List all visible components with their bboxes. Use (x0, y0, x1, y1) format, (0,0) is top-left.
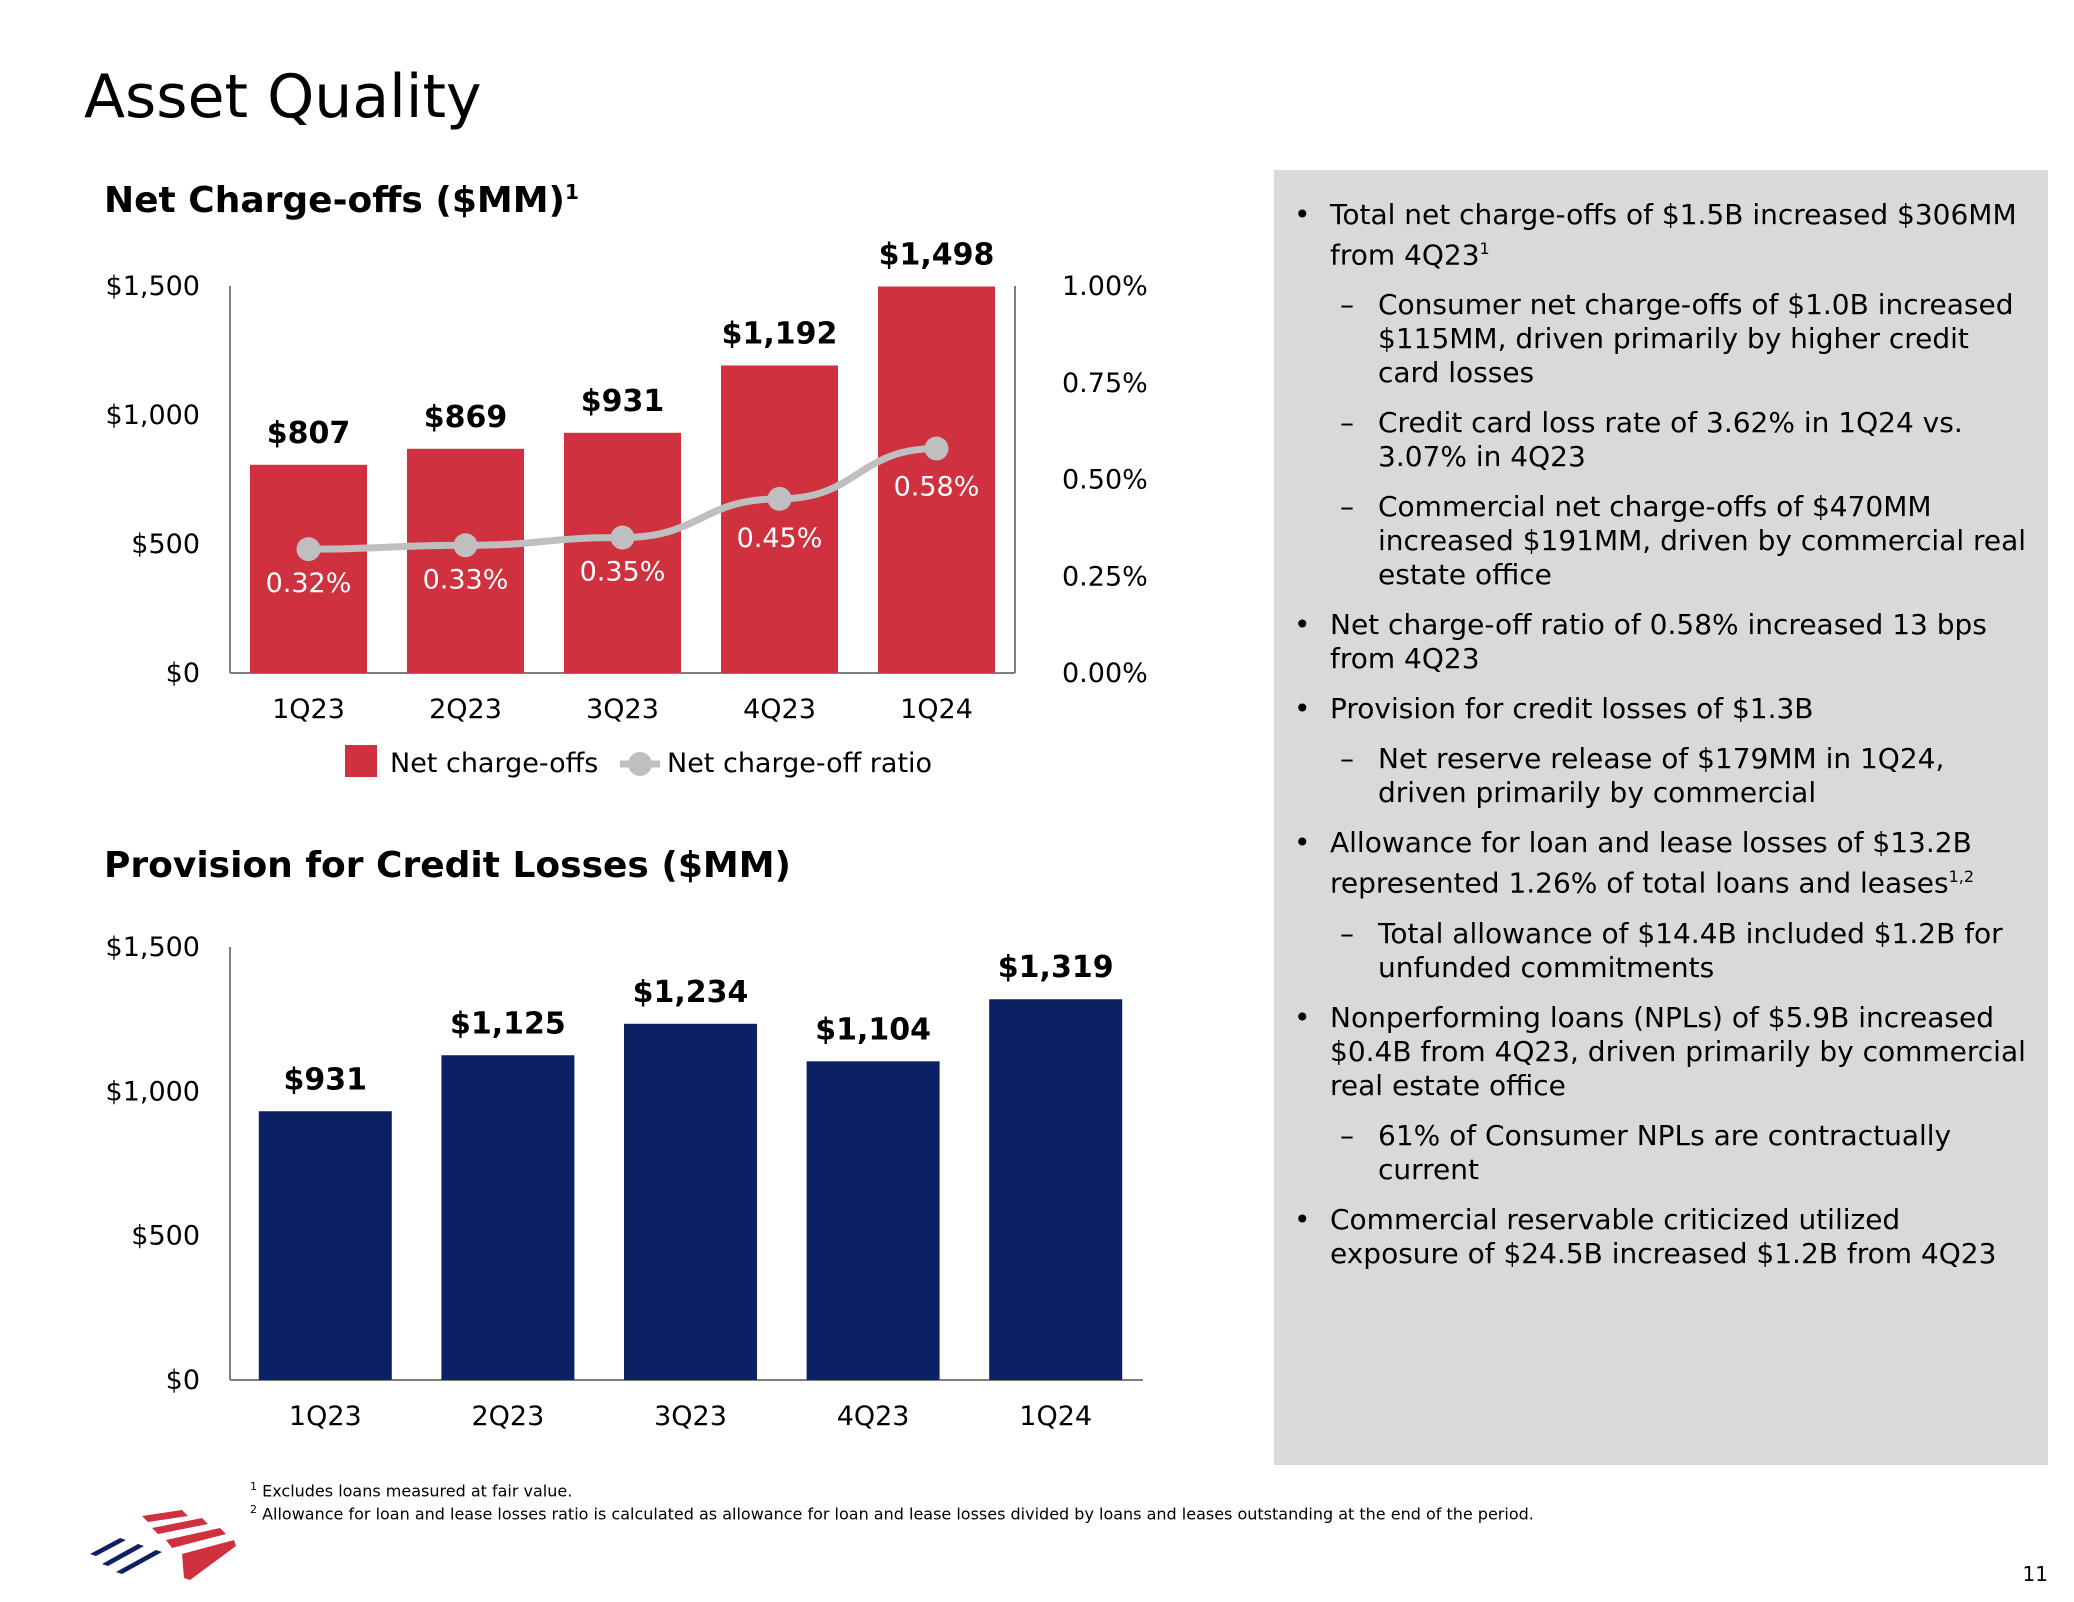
bullet-text: Total net charge-offs of $1.5B increased… (1330, 198, 2017, 272)
bar-value-label: $1,319 (998, 950, 1114, 985)
bar-value-label: $869 (424, 400, 508, 435)
ratio-point (453, 533, 478, 558)
bar-value-label: $1,125 (450, 1006, 566, 1041)
bar-provision (624, 1023, 757, 1380)
y-left-tick-label: $0 (166, 1365, 200, 1396)
commentary-bullet: Nonperforming loans (NPLs) of $5.9B incr… (1290, 1001, 2030, 1103)
y-left-tick-label: $0 (166, 658, 200, 689)
y-right-tick-label: 0.50% (1062, 465, 1148, 496)
legend-label-net-charge-offs: Net charge-offs (390, 748, 598, 779)
x-tick-label: 3Q23 (586, 694, 659, 725)
footnote-1: 1 Excludes loans measured at fair value. (250, 1480, 573, 1501)
y-right-tick-label: 0.00% (1062, 658, 1148, 689)
chart-title-net-charge-offs: Net Charge-offs ($MM)1 (104, 180, 579, 221)
x-tick-label: 4Q23 (837, 1401, 910, 1432)
bar-value-label: $1,104 (815, 1012, 931, 1047)
footnote-2: 2 Allowance for loan and lease losses ra… (250, 1503, 1534, 1524)
x-tick-label: 1Q24 (1019, 1401, 1092, 1432)
bullet-text: Total allowance of $14.4B included $1.2B… (1378, 916, 2003, 984)
legend-swatch-net-charge-offs (345, 745, 377, 777)
commentary-bullet: Allowance for loan and lease losses of $… (1290, 826, 2030, 900)
y-left-tick-label: $500 (131, 529, 200, 560)
bullet-text: Nonperforming loans (NPLs) of $5.9B incr… (1330, 1000, 2026, 1102)
y-left-tick-label: $1,500 (106, 271, 200, 302)
page-number: 11 (2022, 1562, 2048, 1586)
bullet-text: Allowance for loan and lease losses of $… (1330, 826, 1972, 900)
legend-label-ratio: Net charge-off ratio (667, 748, 932, 779)
ratio-point (610, 525, 635, 550)
bar-value-label: $931 (581, 384, 665, 419)
y-right-tick-label: 0.25% (1062, 561, 1148, 592)
bar-value-label: $931 (284, 1062, 368, 1097)
bar-provision (441, 1055, 575, 1380)
commentary-bullet: Provision for credit losses of $1.3B (1290, 692, 2030, 726)
bullet-text: Net charge-off ratio of 0.58% increased … (1330, 608, 1987, 676)
y-left-tick-label: $1,000 (106, 400, 200, 431)
ratio-point (767, 486, 792, 511)
bar-provision (806, 1061, 940, 1380)
ratio-point (924, 436, 949, 461)
x-tick-label: 1Q23 (272, 694, 345, 725)
y-left-tick-label: $500 (131, 1221, 200, 1252)
bar-provision (258, 1111, 392, 1380)
bar-value-label: $1,192 (722, 316, 838, 351)
y-right-tick-label: 1.00% (1062, 271, 1148, 302)
x-tick-label: 1Q23 (289, 1401, 362, 1432)
bullet-text: Net reserve release of $179MM in 1Q24, d… (1378, 742, 1945, 810)
commentary-sub-bullet: Commercial net charge-offs of $470MM inc… (1290, 490, 2030, 592)
bar-provision (989, 999, 1123, 1380)
x-tick-label: 4Q23 (743, 694, 816, 725)
commentary-list: Total net charge-offs of $1.5B increased… (1290, 198, 2030, 1287)
commentary-sub-bullet: Credit card loss rate of 3.62% in 1Q24 v… (1290, 406, 2030, 474)
bar-net-charge-offs (250, 464, 367, 673)
ratio-value-label: 0.33% (423, 564, 509, 595)
footnote-mark: 1,2 (1948, 867, 1975, 887)
footnote-mark: 1 (1479, 239, 1490, 258)
bar-net-charge-offs (878, 286, 995, 673)
bullet-text: Commercial net charge-offs of $470MM inc… (1378, 490, 2027, 592)
ratio-value-label: 0.58% (894, 472, 980, 503)
commentary-sub-bullet: Consumer net charge-offs of $1.0B increa… (1290, 288, 2030, 390)
chart-title-text: Net Charge-offs ($MM) (104, 180, 565, 221)
x-tick-label: 2Q23 (429, 694, 502, 725)
bar-value-label: $807 (267, 416, 351, 451)
bank-flag-logo (90, 1510, 236, 1580)
bullet-text: Consumer net charge-offs of $1.0B increa… (1378, 288, 2014, 390)
bullet-text: Credit card loss rate of 3.62% in 1Q24 v… (1378, 406, 1963, 474)
chart-title-footnote-mark: 1 (564, 180, 579, 204)
commentary-sub-bullet: 61% of Consumer NPLs are contractually c… (1290, 1119, 2030, 1187)
bar-value-label: $1,498 (879, 238, 995, 273)
x-tick-label: 3Q23 (654, 1401, 727, 1432)
bullet-text: Commercial reservable criticized utilize… (1330, 1202, 1997, 1270)
ratio-value-label: 0.35% (580, 557, 666, 588)
bar-value-label: $1,234 (633, 975, 749, 1010)
bar-net-charge-offs (721, 365, 838, 673)
commentary-bullet: Total net charge-offs of $1.5B increased… (1290, 198, 2030, 272)
x-tick-label: 1Q24 (900, 694, 973, 725)
bullet-text: Provision for credit losses of $1.3B (1330, 692, 1814, 726)
commentary-sub-bullet: Total allowance of $14.4B included $1.2B… (1290, 917, 2030, 985)
y-left-tick-label: $1,500 (106, 932, 200, 963)
commentary-sub-bullet: Net reserve release of $179MM in 1Q24, d… (1290, 742, 2030, 810)
legend-swatch-ratio-point (628, 752, 652, 776)
y-right-tick-label: 0.75% (1062, 368, 1148, 399)
bullet-text: 61% of Consumer NPLs are contractually c… (1378, 1118, 1952, 1186)
x-tick-label: 2Q23 (472, 1401, 545, 1432)
chart-title-provision: Provision for Credit Losses ($MM) (104, 845, 791, 886)
ratio-value-label: 0.45% (737, 523, 823, 554)
commentary-bullet: Net charge-off ratio of 0.58% increased … (1290, 608, 2030, 676)
bar-net-charge-offs (407, 448, 524, 673)
page-title: Asset Quality (84, 62, 482, 132)
y-left-tick-label: $1,000 (106, 1076, 200, 1107)
ratio-value-label: 0.32% (266, 568, 352, 599)
commentary-bullet: Commercial reservable criticized utilize… (1290, 1203, 2030, 1271)
bar-net-charge-offs (564, 432, 681, 673)
ratio-point (296, 537, 321, 562)
